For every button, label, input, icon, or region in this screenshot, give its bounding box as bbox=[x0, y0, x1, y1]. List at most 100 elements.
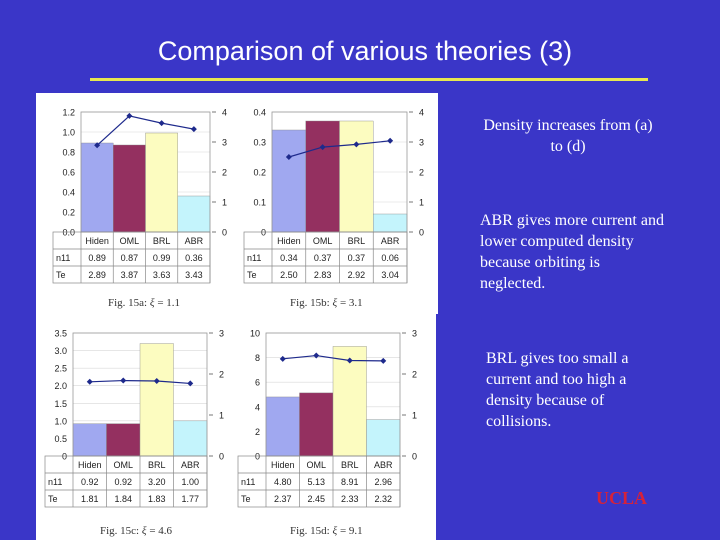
y-tick-label: 0.3 bbox=[253, 138, 266, 148]
y-tick-label: 0.1 bbox=[253, 198, 266, 208]
table-row-label: Te bbox=[48, 494, 58, 504]
note-brl: BRL gives too small a current and too hi… bbox=[486, 350, 629, 430]
bar-oml bbox=[299, 392, 334, 457]
x-category-label: Hiden bbox=[78, 460, 102, 470]
y2-tick-label: 2 bbox=[419, 168, 424, 178]
y-tick-label: 0.2 bbox=[253, 168, 266, 178]
y-tick-label: 3.5 bbox=[54, 329, 67, 339]
note-density-trend: Density increases from (a) to (d) bbox=[483, 117, 653, 155]
y2-tick-label: 0 bbox=[412, 452, 417, 462]
y-tick-label: 0.5 bbox=[54, 434, 67, 444]
y2-tick-label: 1 bbox=[219, 411, 224, 421]
y-tick-label: 6 bbox=[255, 378, 260, 388]
table-row-label: n11 bbox=[247, 253, 261, 263]
bar-abr bbox=[177, 195, 211, 233]
table-cell: 2.89 bbox=[88, 270, 106, 280]
table-cell: 1.83 bbox=[148, 494, 166, 504]
y-tick-label: 4 bbox=[255, 402, 260, 412]
y-tick-label: 2.5 bbox=[54, 364, 67, 374]
y-tick-label: 3.0 bbox=[54, 346, 67, 356]
y-tick-label: 2.0 bbox=[54, 381, 67, 391]
bar-brl bbox=[139, 343, 174, 457]
table-cell: 1.00 bbox=[181, 477, 199, 487]
te-marker bbox=[187, 380, 194, 387]
y-tick-label: 10 bbox=[250, 329, 260, 339]
x-category-label: OML bbox=[113, 460, 133, 470]
x-category-label: OML bbox=[306, 460, 326, 470]
te-marker bbox=[387, 137, 394, 144]
table-row-label: Te bbox=[56, 270, 66, 280]
note-abr: ABR gives more current and lower compute… bbox=[480, 212, 664, 292]
te-marker bbox=[153, 377, 160, 384]
table-row-label: Te bbox=[241, 494, 251, 504]
x-category-label: ABR bbox=[181, 460, 200, 470]
x-category-label: BRL bbox=[348, 236, 366, 246]
table-cell: 5.13 bbox=[307, 477, 325, 487]
table-cell: 0.89 bbox=[88, 253, 106, 263]
x-category-label: OML bbox=[120, 236, 140, 246]
y-tick-label: 8 bbox=[255, 353, 260, 363]
y2-tick-label: 1 bbox=[412, 411, 417, 421]
y-tick-label: 0 bbox=[261, 228, 266, 238]
te-marker bbox=[158, 120, 165, 127]
table-row-label: n11 bbox=[56, 253, 70, 263]
table-cell: 2.33 bbox=[341, 494, 359, 504]
table-cell: 1.81 bbox=[81, 494, 99, 504]
table-cell: 0.06 bbox=[381, 253, 399, 263]
x-category-label: ABR bbox=[381, 236, 400, 246]
table-row-label: n11 bbox=[48, 477, 62, 487]
bar-abr bbox=[366, 419, 401, 457]
y2-tick-label: 2 bbox=[412, 370, 417, 380]
table-cell: 1.84 bbox=[114, 494, 132, 504]
bar-oml bbox=[113, 144, 146, 233]
te-series-line bbox=[96, 115, 194, 146]
table-cell: 2.32 bbox=[374, 494, 392, 504]
y-tick-label: 0.4 bbox=[253, 108, 266, 118]
y-tick-label: 0.4 bbox=[62, 188, 75, 198]
te-marker bbox=[279, 355, 286, 362]
y2-tick-label: 3 bbox=[412, 329, 417, 339]
bar-oml bbox=[305, 120, 340, 233]
x-category-label: Hiden bbox=[271, 460, 295, 470]
x-category-label: BRL bbox=[153, 236, 171, 246]
bar-brl bbox=[339, 120, 374, 233]
table-cell: 2.37 bbox=[274, 494, 292, 504]
te-series-line bbox=[288, 140, 391, 158]
y2-tick-label: 0 bbox=[419, 228, 424, 238]
table-cell: 2.92 bbox=[348, 270, 366, 280]
table-cell: 0.92 bbox=[81, 477, 99, 487]
x-category-label: BRL bbox=[148, 460, 166, 470]
y-tick-label: 0.2 bbox=[62, 208, 75, 218]
table-cell: 3.43 bbox=[185, 270, 203, 280]
table-cell: 3.87 bbox=[121, 270, 139, 280]
table-cell: 2.96 bbox=[374, 477, 392, 487]
te-marker bbox=[94, 142, 101, 149]
y-tick-label: 0.6 bbox=[62, 168, 75, 178]
y2-tick-label: 4 bbox=[222, 108, 227, 118]
table-cell: 3.20 bbox=[148, 477, 166, 487]
y2-tick-label: 4 bbox=[419, 108, 424, 118]
te-series-line bbox=[89, 379, 191, 385]
x-category-label: BRL bbox=[341, 460, 359, 470]
y-tick-label: 1.0 bbox=[62, 128, 75, 138]
y-tick-label: 0 bbox=[255, 452, 260, 462]
table-cell: 3.63 bbox=[153, 270, 171, 280]
te-marker bbox=[313, 352, 320, 359]
te-marker bbox=[346, 357, 353, 364]
ucla-logo: UCLA bbox=[596, 488, 648, 508]
y2-tick-label: 0 bbox=[219, 452, 224, 462]
y-tick-label: 1.0 bbox=[54, 416, 67, 426]
te-marker bbox=[86, 378, 93, 385]
y2-tick-label: 0 bbox=[222, 228, 227, 238]
x-category-label: Hiden bbox=[277, 236, 301, 246]
slide-title: Comparison of various theories (3) bbox=[157, 36, 573, 66]
y-tick-label: 1.2 bbox=[62, 108, 75, 118]
te-marker bbox=[190, 126, 197, 133]
te-marker bbox=[353, 141, 360, 148]
te-marker bbox=[380, 357, 387, 364]
table-row-label: n11 bbox=[241, 477, 255, 487]
y2-tick-label: 2 bbox=[222, 168, 227, 178]
y2-tick-label: 3 bbox=[219, 329, 224, 339]
bar-abr bbox=[173, 420, 208, 457]
